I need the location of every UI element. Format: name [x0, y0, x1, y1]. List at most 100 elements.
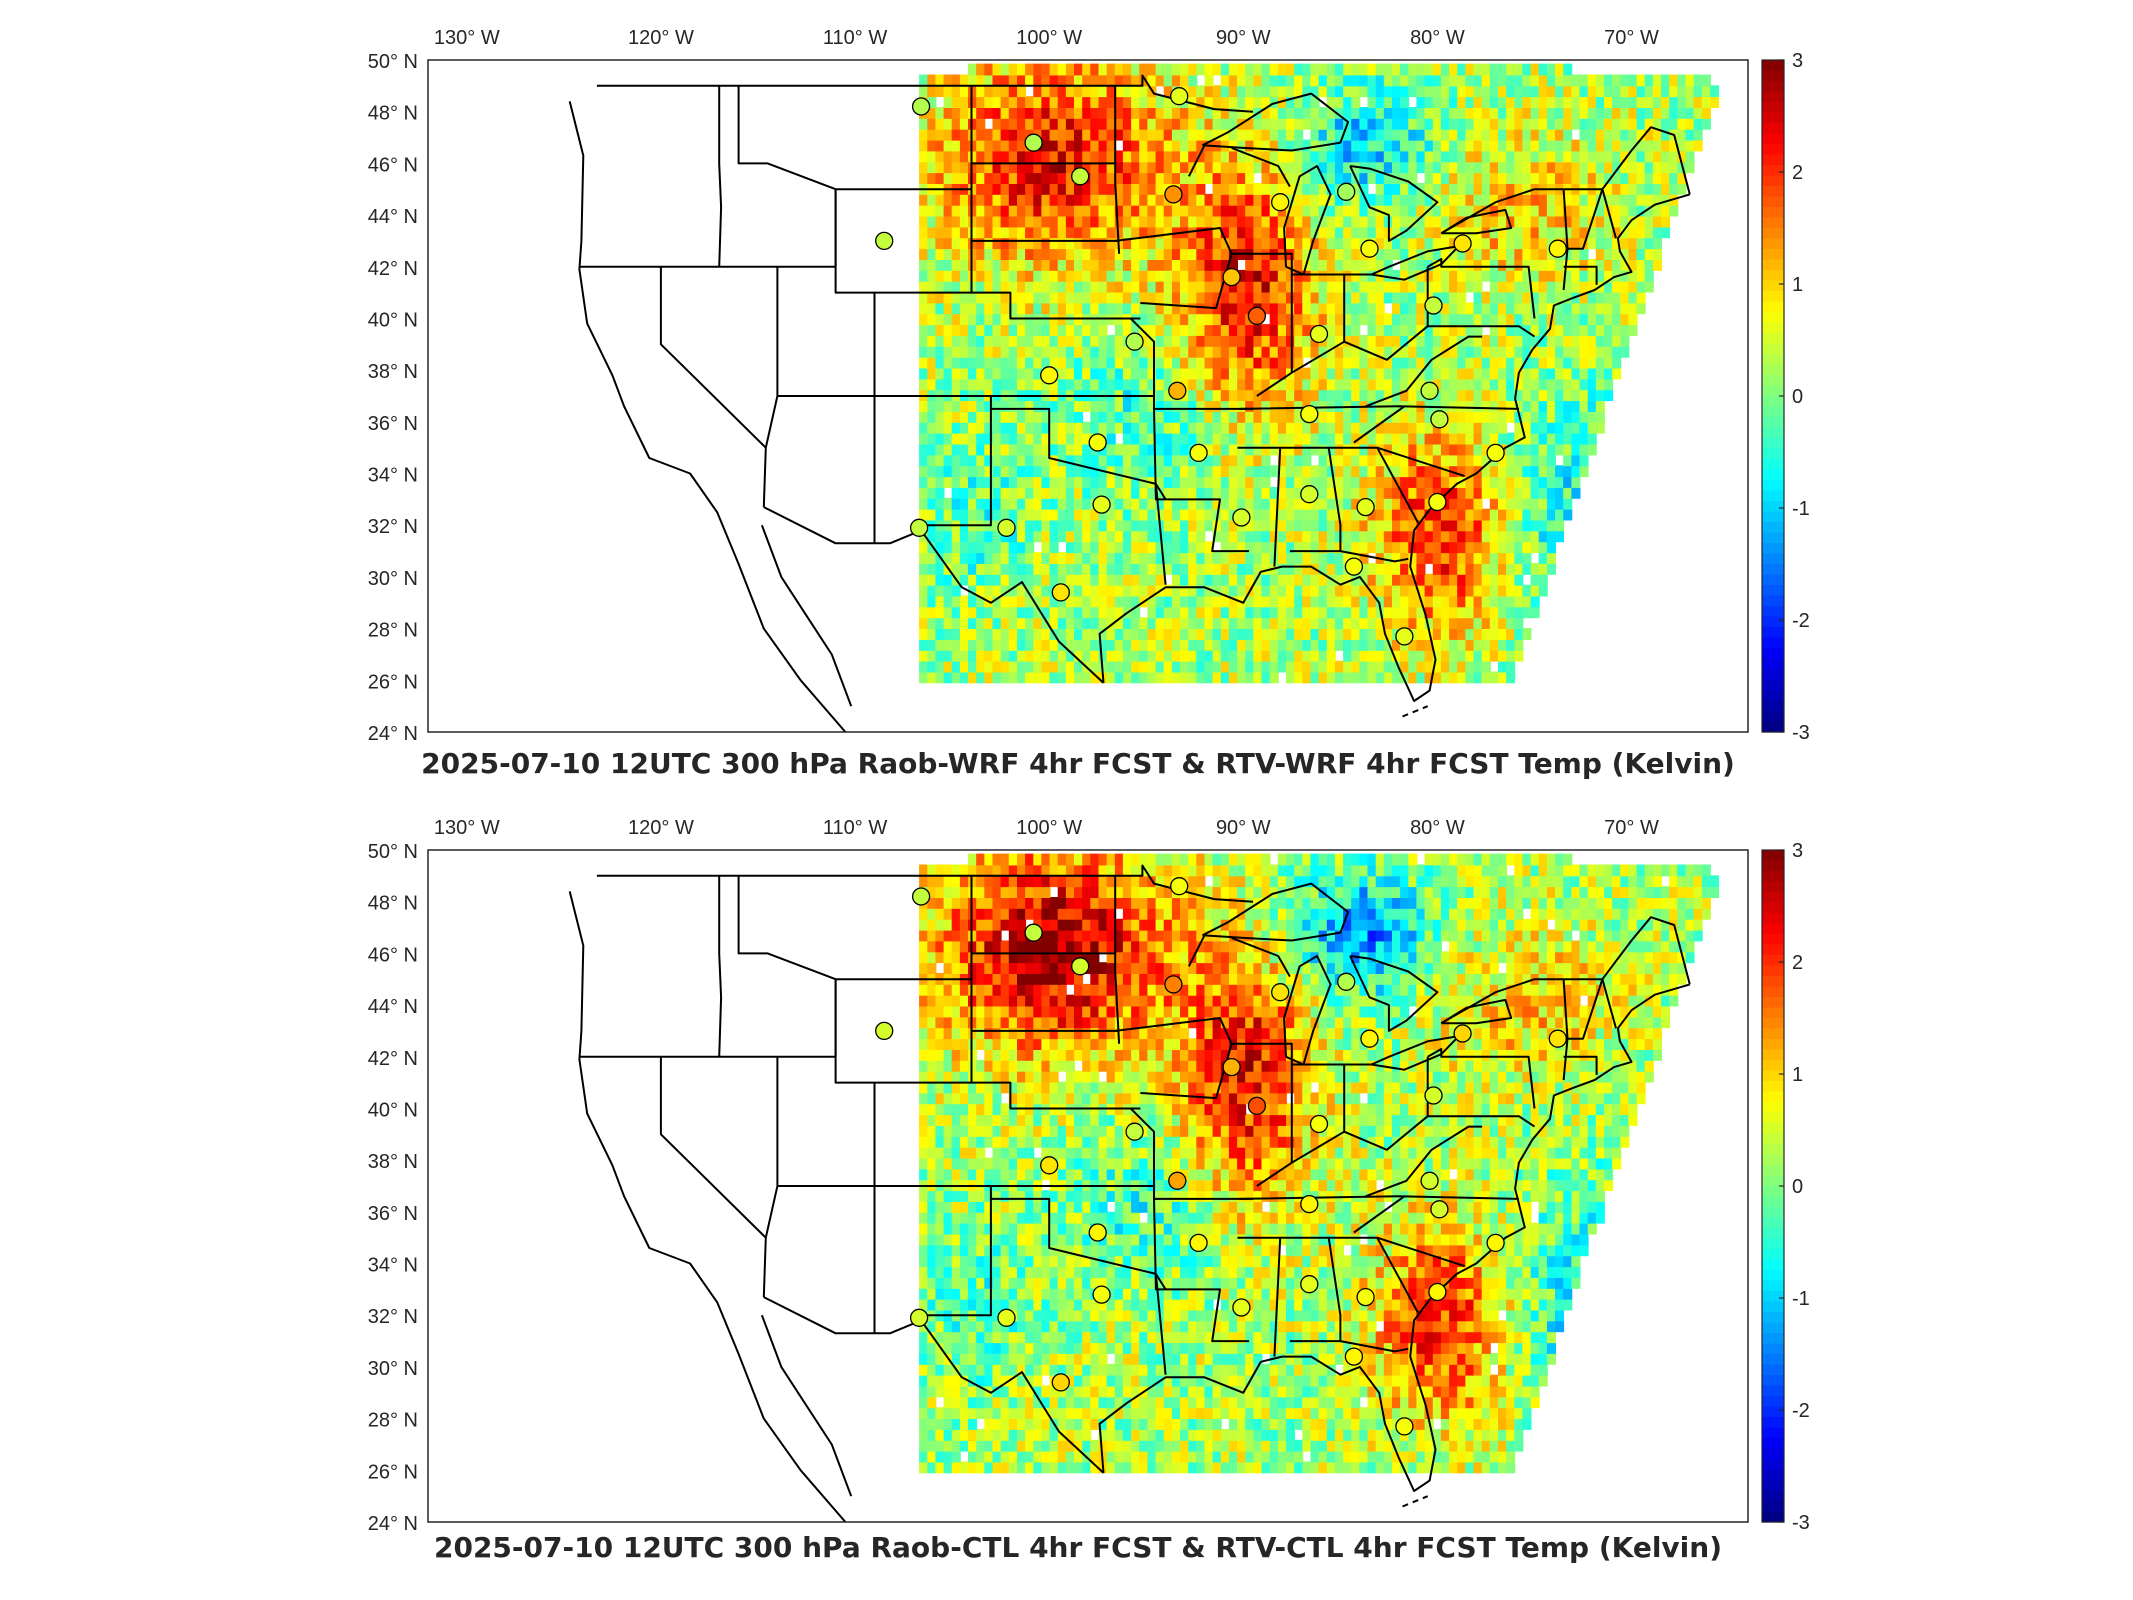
field-cell	[1343, 400, 1353, 412]
field-cell	[1416, 193, 1426, 206]
field-cell	[1506, 628, 1516, 640]
field-cell	[1302, 541, 1312, 554]
field-cell	[1587, 324, 1597, 336]
field-cell	[1424, 508, 1434, 521]
field-cell	[1506, 204, 1516, 217]
field-cell	[1530, 63, 1540, 76]
colorbar-segment	[1762, 459, 1784, 471]
field-cell	[1498, 74, 1508, 87]
field-cell	[1253, 226, 1263, 239]
field-cell	[1440, 259, 1450, 271]
field-cell	[1555, 400, 1565, 412]
field-cell	[1057, 280, 1067, 293]
field-cell	[1000, 443, 1010, 456]
field-cell	[1065, 584, 1075, 597]
field-cell	[1245, 96, 1255, 108]
field-cell	[1000, 497, 1010, 510]
field-cell	[1612, 248, 1622, 260]
field-cell	[1343, 497, 1353, 510]
field-cell	[1392, 487, 1402, 499]
field-cell	[1122, 421, 1132, 434]
field-cell	[1392, 226, 1402, 239]
field-cell	[1074, 649, 1084, 662]
field-cell	[1131, 497, 1141, 510]
field-cell	[1057, 443, 1067, 456]
field-cell	[984, 183, 994, 195]
field-cell	[1171, 302, 1181, 315]
field-cell	[1383, 595, 1393, 608]
field-cell	[951, 193, 961, 206]
field-cell	[1383, 552, 1393, 564]
field-cell	[1017, 291, 1027, 304]
field-cell	[1082, 291, 1092, 304]
field-cell	[1400, 389, 1410, 402]
field-cell	[968, 497, 978, 510]
field-cell	[1612, 367, 1622, 380]
field-cell	[1065, 400, 1075, 412]
field-cell	[1163, 628, 1173, 640]
field-cell	[1457, 367, 1467, 380]
field-cell	[1228, 345, 1238, 358]
field-cell	[927, 671, 937, 684]
field-cell	[1359, 107, 1369, 119]
field-cell	[1114, 117, 1124, 130]
field-cell	[1400, 421, 1410, 434]
field-cell	[1098, 291, 1108, 304]
field-cell	[1277, 356, 1287, 369]
field-cell	[1204, 476, 1214, 488]
field-cell	[1522, 226, 1532, 239]
field-cell	[1571, 161, 1581, 174]
field-cell	[927, 378, 937, 391]
field-cell	[1008, 606, 1018, 619]
field-cell	[959, 639, 969, 651]
field-cell	[1538, 204, 1548, 217]
field-cell	[1212, 421, 1222, 434]
field-cell	[1155, 367, 1165, 380]
field-cell	[1228, 139, 1238, 152]
field-cell	[1057, 63, 1067, 76]
field-cell	[1457, 563, 1467, 575]
field-cell	[1449, 215, 1459, 228]
field-cell	[1302, 335, 1312, 347]
field-cell	[1424, 237, 1434, 250]
field-cell	[1595, 421, 1605, 434]
field-cell	[1204, 269, 1214, 282]
field-cell	[1122, 302, 1132, 315]
field-cell	[935, 172, 945, 184]
field-cell	[1367, 443, 1377, 456]
field-cell	[1628, 291, 1638, 304]
field-cell	[1351, 617, 1361, 629]
field-cell	[1139, 519, 1149, 532]
field-cell	[1074, 595, 1084, 608]
field-cell	[1261, 367, 1271, 380]
field-cell	[1424, 487, 1434, 499]
field-cell	[1652, 128, 1662, 141]
field-cell	[984, 324, 994, 336]
field-cell	[951, 617, 961, 629]
field-cell	[959, 563, 969, 575]
field-cell	[1074, 183, 1084, 195]
field-cell	[935, 107, 945, 119]
field-cell	[1155, 649, 1165, 662]
field-cell	[1579, 389, 1589, 402]
field-cell	[1514, 465, 1524, 478]
field-cell	[1131, 172, 1141, 184]
field-cell	[1204, 628, 1214, 640]
field-cell	[1416, 356, 1426, 369]
field-cell	[1245, 552, 1255, 564]
field-cell	[1017, 541, 1027, 554]
field-cell	[1212, 150, 1222, 163]
field-cell	[1017, 269, 1027, 282]
field-cell	[1506, 117, 1516, 130]
colorbar-segment	[1762, 175, 1784, 187]
field-cell	[1498, 649, 1508, 662]
field-cell	[1106, 606, 1116, 619]
field-cell	[1245, 573, 1255, 586]
field-cell	[1326, 128, 1336, 141]
field-cell	[1261, 107, 1271, 119]
field-cell	[1644, 259, 1654, 271]
field-cell	[1017, 584, 1027, 597]
field-cell	[1595, 226, 1605, 239]
field-cell	[1555, 291, 1565, 304]
field-cell	[1359, 183, 1369, 195]
